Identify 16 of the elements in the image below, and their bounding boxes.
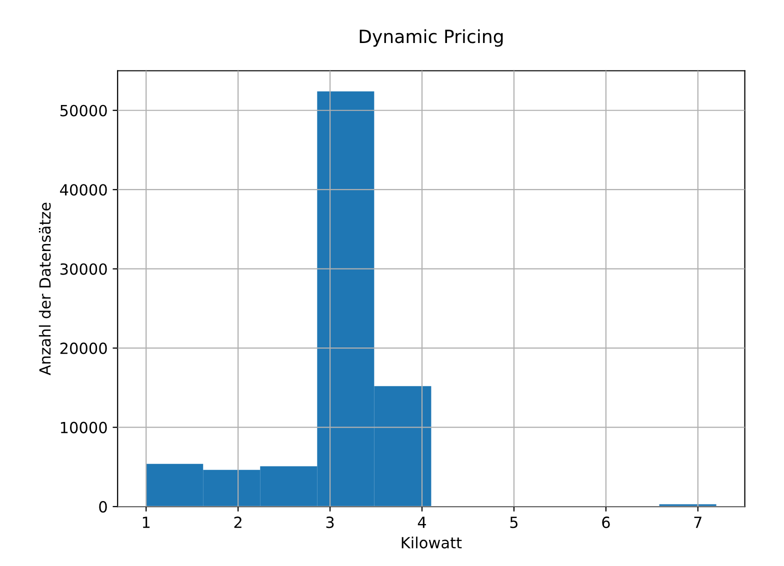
x-tick-label: 2 <box>234 516 242 528</box>
y-axis-title: Anzahl der Datensätze <box>38 202 51 376</box>
x-tick-label: 5 <box>510 516 518 528</box>
y-tick-label: 10000 <box>60 422 107 434</box>
y-tick-label: 50000 <box>60 104 107 116</box>
y-tick-label: 40000 <box>60 184 107 196</box>
y-tick-label: 30000 <box>60 263 107 275</box>
chart-title: Dynamic Pricing <box>360 29 503 47</box>
y-tick-label: 0 <box>99 501 107 513</box>
x-tick-label: 7 <box>694 516 702 528</box>
y-tick-label: 20000 <box>60 342 107 354</box>
x-axis-title: Kilowatt <box>402 536 462 548</box>
x-tick-label: 6 <box>602 516 610 528</box>
x-tick-label: 4 <box>418 516 426 528</box>
x-tick-label: 1 <box>142 516 150 528</box>
x-tick-label: 3 <box>326 516 334 528</box>
